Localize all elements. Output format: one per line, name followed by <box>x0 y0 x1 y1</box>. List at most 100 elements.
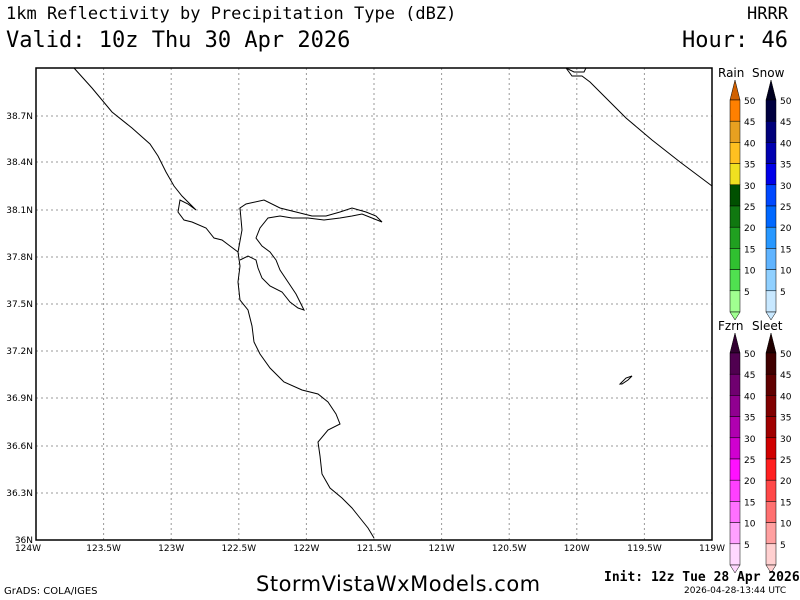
legend-swatch <box>729 142 741 164</box>
legend-level-label: 50 <box>780 97 792 107</box>
lon-tick-label: 123.5W <box>86 544 121 554</box>
legend-bar-fzrn: 50 45 40 35 30 25 20 15 10 5 <box>729 332 756 574</box>
legend-level-label: 15 <box>744 245 755 255</box>
legend-arrow <box>729 79 741 101</box>
legend-level-label: 25 <box>744 456 755 466</box>
legend-swatch <box>729 269 741 292</box>
lat-tick-label: 37.8N <box>6 253 33 263</box>
legend-title-fzrn: Fzrn <box>718 319 744 333</box>
lat-tick-label: 36N <box>15 536 33 546</box>
legend-swatch <box>765 184 777 207</box>
legend-swatch <box>729 543 741 566</box>
legend-level-label: 5 <box>780 288 786 298</box>
legend-level-label: 20 <box>744 477 756 487</box>
legend-level-label: 50 <box>744 97 756 107</box>
legend-level-label: 35 <box>780 414 791 424</box>
legend-level-label: 45 <box>744 371 755 381</box>
lon-tick-label: 123W <box>158 544 184 554</box>
legend-arrow <box>729 311 741 321</box>
lon-tick-label: 121.5W <box>357 544 392 554</box>
legend-title-snow: Snow <box>752 66 785 80</box>
legend-bar-rain: 50 45 40 35 30 25 20 15 10 5 <box>729 79 756 321</box>
lat-tick-label: 37.5N <box>6 300 33 310</box>
map-frame <box>35 67 713 541</box>
legend-arrow <box>765 311 777 321</box>
legend-swatch <box>729 205 741 228</box>
lat-tick-label: 36.9N <box>6 394 33 404</box>
legend-title-sleet: Sleet <box>752 319 783 333</box>
legend-arrow <box>765 332 777 354</box>
lon-tick-label: 122W <box>293 544 319 554</box>
axis-ticks: 124W 123.5W 123W 122.5W 122W 121.5W 121W 120.5W… <box>6 112 725 554</box>
legend-swatch <box>729 395 741 417</box>
legend-level-label: 35 <box>744 414 755 424</box>
legend-swatch <box>729 226 741 249</box>
lat-tick-label: 36.6N <box>6 442 33 452</box>
legend-level-label: 10 <box>780 520 792 530</box>
legend-swatch <box>729 458 741 481</box>
forecast-hour: Hour: 46 <box>682 28 788 53</box>
legend-swatch <box>729 163 741 186</box>
legend-level-label: 30 <box>780 435 792 445</box>
init-time: Init: 12z Tue 28 Apr 2026 <box>604 570 800 585</box>
legend-level-label: 20 <box>744 224 756 234</box>
legend-level-label: 10 <box>780 267 792 277</box>
legend-level-label: 10 <box>744 520 756 530</box>
lon-tick-label: 120W <box>564 544 590 554</box>
legend-level-label: 40 <box>780 139 792 149</box>
generated-timestamp: 2026-04-28-13:44 UTC <box>684 586 787 596</box>
lake-outline <box>565 67 587 73</box>
legend-swatch <box>765 437 777 460</box>
legend-swatch <box>765 205 777 228</box>
legend-arrow <box>729 564 741 574</box>
legend-level-label: 40 <box>780 392 792 402</box>
legend-swatch <box>765 416 777 439</box>
legend-swatch <box>765 226 777 249</box>
legend-swatch <box>729 373 741 396</box>
lon-tick-label: 121W <box>429 544 455 554</box>
grads-credit: GrADS: COLA/IGES <box>4 586 98 597</box>
state-border <box>565 67 713 187</box>
legend-swatch <box>729 352 741 375</box>
legend-level-label: 35 <box>780 161 791 171</box>
legend-level-label: 40 <box>744 392 756 402</box>
legend-title-rain: Rain <box>718 66 744 80</box>
legend-swatch <box>765 458 777 481</box>
legend-swatch <box>765 395 777 417</box>
legend-swatch <box>729 522 741 545</box>
legend-swatch <box>765 522 777 545</box>
legend-bar-snow: 50 45 40 35 30 25 20 15 10 5 <box>765 79 792 321</box>
legend-level-label: 35 <box>744 161 755 171</box>
legend-arrow <box>765 79 777 101</box>
legend-swatch <box>765 543 777 566</box>
legend-swatch <box>765 142 777 164</box>
lat-tick-label: 38.4N <box>6 158 33 168</box>
legend-arrow <box>729 332 741 354</box>
legend-swatch <box>765 269 777 292</box>
legend-fzrn-sleet: Fzrn Sleet 50 45 40 35 30 25 20 15 10 5 50 45 40 35 30 25… <box>718 319 792 574</box>
legend-level-label: 30 <box>780 182 792 192</box>
lat-tick-label: 38.7N <box>6 112 33 122</box>
site-watermark[interactable]: StormVistaWxModels.com <box>256 572 541 596</box>
lon-tick-label: 119.5W <box>627 544 662 554</box>
legend-swatch <box>765 290 777 313</box>
legend-level-label: 20 <box>780 224 792 234</box>
legend-bar-sleet: 50 45 40 35 30 25 20 15 10 5 <box>765 332 792 574</box>
legend-level-label: 30 <box>744 435 756 445</box>
legend-swatch <box>765 352 777 375</box>
legend-level-label: 45 <box>780 371 791 381</box>
map-title: 1km Reflectivity by Precipitation Type (… <box>6 4 457 24</box>
legend-swatch <box>765 99 777 122</box>
model-name: HRRR <box>747 4 788 24</box>
legend-swatch <box>729 120 741 143</box>
legend-level-label: 5 <box>744 541 750 551</box>
lon-tick-label: 124W <box>15 544 41 554</box>
legend-swatch <box>765 120 777 143</box>
legend-level-label: 15 <box>780 498 791 508</box>
legend-rain-snow: Rain Snow 50 45 40 35 30 25 20 15 10 5 50 45 40 35 30 25 2… <box>718 66 792 321</box>
legend-swatch <box>729 99 741 122</box>
legend-level-label: 5 <box>744 288 750 298</box>
legend-swatch <box>729 416 741 439</box>
legend-level-label: 10 <box>744 267 756 277</box>
